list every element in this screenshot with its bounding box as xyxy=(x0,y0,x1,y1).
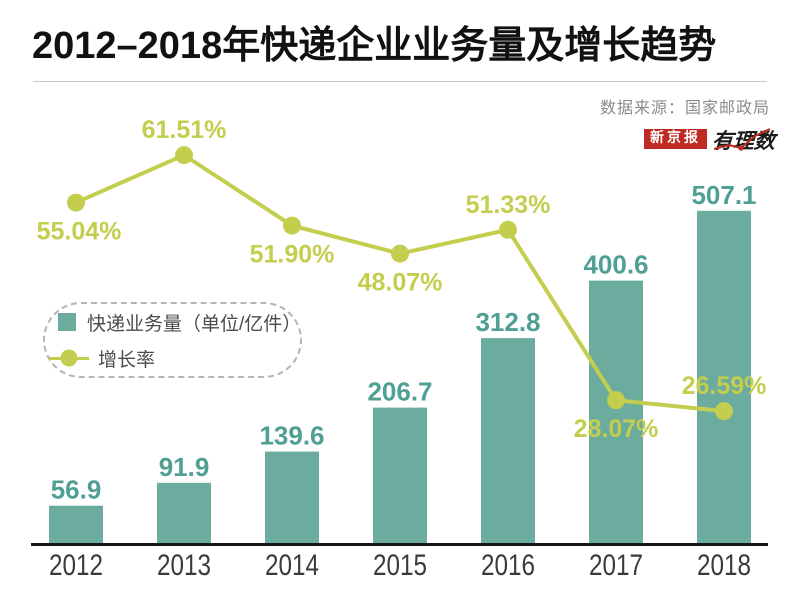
bar-value-label-2013: 91.9 xyxy=(159,452,210,482)
growth-point-2015 xyxy=(391,244,409,263)
bar-2014 xyxy=(265,451,319,543)
page-title: 2012–2018年快递企业业务量及增长趋势 xyxy=(32,25,717,67)
year-label-2016: 2016 xyxy=(481,549,535,582)
year-label-2015: 2015 xyxy=(373,549,427,582)
growth-label-2017: 28.07% xyxy=(574,415,659,443)
growth-label-2013: 61.51% xyxy=(142,116,227,144)
bar-2015 xyxy=(373,407,427,543)
bar-2016 xyxy=(481,338,535,543)
legend-row-growth: 增长率 xyxy=(49,345,300,372)
xinjingbao-badge: 新京报 xyxy=(644,129,707,149)
bar-series-swatch xyxy=(58,313,76,331)
growth-label-2012: 55.04% xyxy=(37,218,122,246)
line-series-swatch xyxy=(49,349,89,367)
bar-value-label-2015: 206.7 xyxy=(367,377,432,407)
line-series-label: 增长率 xyxy=(98,349,156,371)
bar-2018 xyxy=(697,210,751,544)
year-label-2013: 2013 xyxy=(157,549,211,582)
title-divider xyxy=(33,81,767,82)
growth-point-2014 xyxy=(283,216,301,235)
year-label-2012: 2012 xyxy=(49,549,103,582)
growth-point-2016 xyxy=(499,220,517,239)
youlishu-logo: 有理数 xyxy=(711,124,776,154)
growth-point-2017 xyxy=(607,391,625,410)
bar-2013 xyxy=(157,482,211,543)
growth-label-2015: 48.07% xyxy=(358,269,443,297)
growth-point-2018 xyxy=(715,402,733,421)
growth-label-2016: 51.33% xyxy=(466,191,551,219)
bar-value-label-2012: 56.9 xyxy=(51,475,102,505)
year-label-2018: 2018 xyxy=(697,549,751,582)
year-label-2014: 2014 xyxy=(265,549,319,582)
bar-series-label: 快递业务量（单位/亿件） xyxy=(87,313,302,335)
bar-value-label-2018: 507.1 xyxy=(691,180,756,210)
growth-point-2013 xyxy=(175,146,193,165)
bar-value-label-2014: 139.6 xyxy=(259,421,324,451)
growth-label-2014: 51.90% xyxy=(250,241,335,269)
bar-value-label-2016: 312.8 xyxy=(475,307,540,337)
growth-point-2012 xyxy=(67,193,85,212)
chart-legend: 快递业务量（单位/亿件） 增长率 xyxy=(43,302,302,378)
year-label-2017: 2017 xyxy=(589,549,643,582)
bar-value-label-2017: 400.6 xyxy=(583,250,648,280)
line-series-dot-icon xyxy=(60,349,78,367)
data-source-note: 数据来源：国家邮政局 xyxy=(599,100,770,117)
bar-2012 xyxy=(49,505,103,543)
legend-row-volume: 快递业务量（单位/亿件） xyxy=(58,309,302,336)
growth-label-2018: 26.59% xyxy=(682,372,767,400)
logo-trendline-icon xyxy=(713,128,771,151)
bar-2017 xyxy=(589,280,643,543)
publisher-logos: 新京报 有理数 xyxy=(644,124,776,154)
